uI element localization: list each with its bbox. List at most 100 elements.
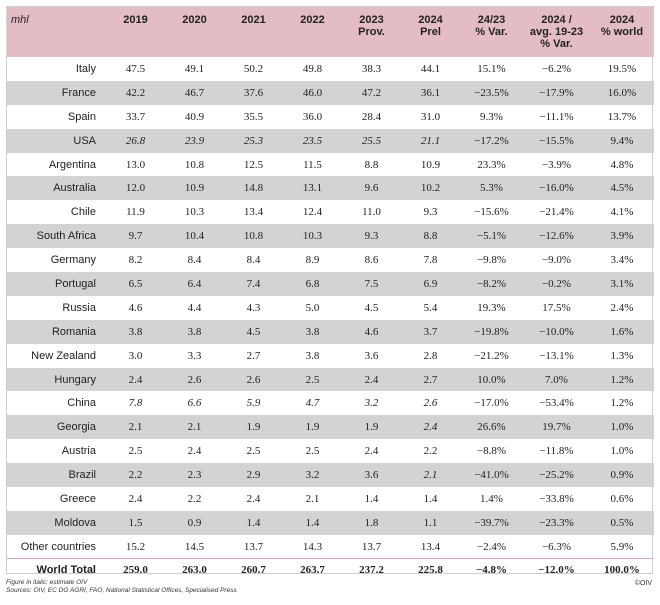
- table-cell: 9.6: [364, 182, 379, 195]
- table-cell: 5.9: [246, 397, 261, 410]
- table-cell: 8.4: [246, 254, 261, 267]
- table-cell: −15.6%: [474, 206, 509, 219]
- table-cell: 0.6%: [610, 492, 634, 505]
- table-cell: 14.3: [302, 540, 323, 553]
- table-cell: 5.0: [305, 301, 320, 314]
- table-cell: 2.4: [187, 445, 202, 458]
- country-name: Hungary: [54, 373, 96, 386]
- table-cell: 3.2: [364, 397, 379, 410]
- table-cell: 2.2: [423, 445, 438, 458]
- column-header-line: Prel: [420, 26, 441, 38]
- table-cell: 9.7: [128, 230, 143, 243]
- country-name: Brazil: [68, 469, 96, 482]
- table-row: Chile 11.9 10.3 13.4 12.4 11.0 9.3 −15.6% −21.4%…: [6, 200, 654, 225]
- table-cell: 2.8: [423, 349, 438, 362]
- header-row: mhl 2019 2020 2021 2022 2023 Prov. 2024 Prel 24/…: [6, 6, 654, 57]
- table-cell: 3.9%: [610, 230, 634, 243]
- table-cell: −12.6%: [539, 230, 574, 243]
- table-cell: −33.8%: [539, 492, 574, 505]
- table-cell: 1.3%: [610, 349, 634, 362]
- column-header-line: 2021: [241, 14, 266, 26]
- column-header-line: % Var.: [475, 26, 508, 38]
- table-cell: 0.5%: [610, 516, 634, 529]
- table-cell: 6.8: [305, 277, 320, 290]
- table-cell: 7.8: [128, 397, 143, 410]
- table-cell: −17.2%: [474, 134, 509, 147]
- table-cell: 10.8: [243, 230, 264, 243]
- column-header: 2023 Prov.: [342, 6, 401, 57]
- column-header-line: Prov.: [358, 26, 385, 38]
- table-cell: 1.4: [246, 516, 261, 529]
- table-cell: −25.2%: [539, 469, 574, 482]
- table-row: Other countries 15.2 14.5 13.7 14.3 13.7 13.4 −…: [6, 534, 654, 559]
- table-cell: 19.3%: [477, 301, 506, 314]
- table-cell: 2.7: [423, 373, 438, 386]
- table-header: mhl 2019 2020 2021 2022 2023 Prov. 2024 Prel 24/…: [6, 6, 654, 57]
- table-row: China 7.8 6.6 5.9 4.7 3.2 2.6 −17.0% −53.4% 1.2%: [6, 391, 654, 416]
- table-cell: 36.0: [302, 110, 323, 123]
- table-cell: 13.4: [243, 206, 264, 219]
- table-cell: 6.4: [187, 277, 202, 290]
- table-cell: −2.4%: [476, 540, 507, 553]
- table-cell: −13.1%: [539, 349, 574, 362]
- table-cell: 2.1: [187, 421, 202, 434]
- table-cell: 38.3: [361, 62, 382, 75]
- footnotes: Figure in italic: estimate OIV Sources: …: [6, 579, 237, 595]
- table-cell: 14.8: [243, 182, 264, 195]
- table-cell: 1.0%: [610, 445, 634, 458]
- table-cell: 44.1: [420, 62, 441, 75]
- table-cell: 36.1: [420, 86, 441, 99]
- column-header: 2021: [224, 6, 283, 57]
- table-cell: −11.8%: [539, 445, 574, 458]
- table-cell: 3.4%: [610, 254, 634, 267]
- column-header-line: % Var.: [540, 38, 573, 50]
- table-cell: 1.4: [423, 492, 438, 505]
- column-header: 2024 Prel: [401, 6, 460, 57]
- table-cell: −15.5%: [539, 134, 574, 147]
- table-cell: 49.1: [184, 62, 205, 75]
- table-cell: 7.0%: [545, 373, 568, 386]
- country-name: Germany: [50, 254, 96, 267]
- table-cell: 4.5: [246, 325, 261, 338]
- country-name: Australia: [53, 182, 96, 195]
- table-cell: 5.3%: [480, 182, 503, 195]
- table-cell: 2.4: [128, 492, 143, 505]
- table-cell: 8.2: [128, 254, 143, 267]
- column-header: 2019: [106, 6, 165, 57]
- table-cell: −17.9%: [539, 86, 574, 99]
- table-cell: 0.9%: [610, 469, 634, 482]
- table-cell: 10.3: [184, 206, 205, 219]
- table-cell: 11.5: [303, 158, 322, 171]
- table-cell: −9.8%: [476, 254, 507, 267]
- column-header-line: 2024: [609, 14, 635, 26]
- table-cell: 13.0: [125, 158, 146, 171]
- table-cell: −3.9%: [541, 158, 572, 171]
- footnote-italic: Figure in italic: estimate OIV: [6, 579, 88, 586]
- wine-production-table-container: mhl 2019 2020 2021 2022 2023 Prov. 2024 Prel 24/…: [6, 6, 654, 581]
- table-cell: 2.2: [187, 492, 202, 505]
- table-cell: 1.2%: [610, 373, 634, 386]
- column-header: 2020: [165, 6, 224, 57]
- table-cell: −23.5%: [474, 86, 509, 99]
- column-header-line: 2020: [182, 14, 207, 26]
- table-cell: 9.4%: [610, 134, 634, 147]
- table-cell: 8.9: [305, 254, 320, 267]
- table-cell: −19.8%: [474, 325, 509, 338]
- table-cell: 49.8: [302, 62, 323, 75]
- table-cell: 2.4: [364, 373, 379, 386]
- country-name: Greece: [59, 492, 96, 505]
- table-cell: 1.1: [423, 516, 438, 529]
- table-cell: −9.0%: [541, 254, 572, 267]
- table-cell: 3.6: [364, 469, 379, 482]
- table-row: Romania 3.8 3.8 4.5 3.8 4.6 3.7 −19.8% −10.0% 1.6…: [6, 319, 654, 344]
- table-cell: 21.1: [420, 134, 441, 147]
- table-cell: 14.5: [184, 540, 205, 553]
- table-cell: 5.9%: [610, 540, 634, 553]
- table-cell: 11.0: [362, 206, 381, 219]
- table-cell: 10.9: [184, 182, 205, 195]
- table-cell: 4.5%: [610, 182, 634, 195]
- table-cell: 2.4: [364, 445, 379, 458]
- total-cell: 225.8: [418, 563, 443, 576]
- table-cell: 25.5: [361, 134, 382, 147]
- total-cell: 260.7: [241, 563, 266, 576]
